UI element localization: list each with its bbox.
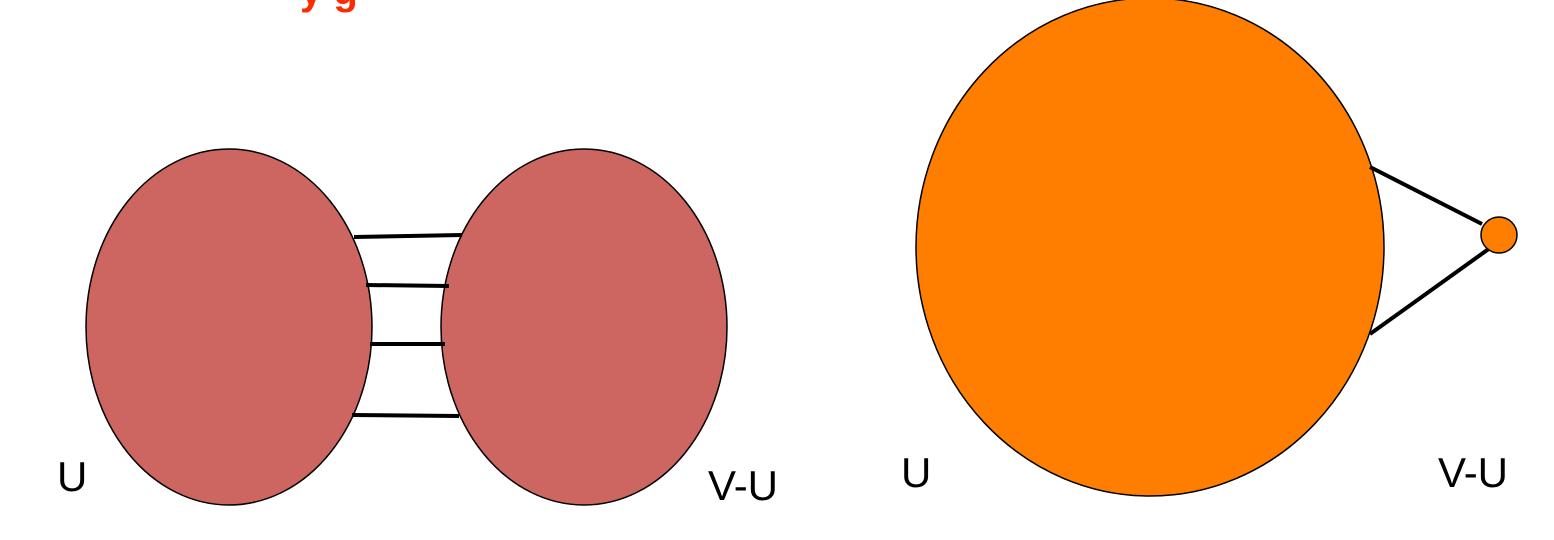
crossing-edge <box>1369 165 1483 226</box>
title-fragment: y g <box>300 0 358 13</box>
crossing-edge <box>353 233 463 239</box>
set-v-minus-u-vertex-right <box>1480 216 1518 254</box>
label-u-right: U <box>901 449 931 496</box>
label-v-minus-u-right: V-U <box>1438 449 1508 496</box>
set-u-blob-right <box>915 0 1385 497</box>
crossing-edge <box>351 413 460 418</box>
label-v-minus-u-left: V-U <box>708 462 778 509</box>
crossing-edge <box>1368 246 1492 336</box>
set-v-minus-u-blob-left <box>440 148 728 506</box>
crossing-edge <box>365 283 450 288</box>
left-cut-diagram: U V-U <box>57 148 778 509</box>
label-u-left: U <box>57 453 87 500</box>
set-u-blob-left <box>85 148 373 506</box>
right-cut-diagram: U V-U <box>901 0 1518 497</box>
